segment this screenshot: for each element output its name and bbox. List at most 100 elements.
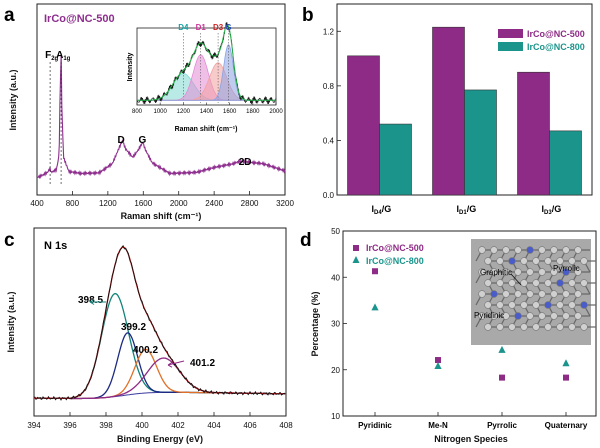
carbon-atom bbox=[502, 268, 510, 276]
carbon-atom bbox=[568, 279, 576, 287]
panel-d-letter: d bbox=[300, 230, 312, 251]
panel-d-ylabel: Percentage (%) bbox=[310, 291, 320, 356]
carbon-atom bbox=[544, 323, 552, 331]
peak-label-a: A1g bbox=[56, 50, 71, 62]
panel-d: d 10 20 30 40 50 Pyridinic Me-N Pyrrolic Quater… bbox=[300, 227, 597, 444]
point-500-me-n bbox=[435, 357, 441, 364]
peak-label-d: D bbox=[118, 135, 125, 146]
bar-d1-800 bbox=[464, 89, 497, 196]
panel-c-frame bbox=[33, 227, 287, 417]
legend-marker-500 bbox=[353, 245, 359, 251]
point-800-quaternary bbox=[562, 359, 570, 367]
carbon-atom bbox=[532, 257, 540, 265]
carbon-atom bbox=[562, 246, 570, 254]
carbon-atom bbox=[556, 301, 564, 309]
panel-d-xcategory: Me-N bbox=[428, 421, 448, 430]
carbon-atom bbox=[496, 279, 504, 287]
carbon-atom bbox=[538, 246, 546, 254]
panel-c-peak-label: 398.5 bbox=[78, 295, 103, 306]
inset-xtick-label: 1400 bbox=[200, 109, 214, 115]
panel-c-xtick-label: 400 bbox=[135, 421, 149, 430]
inset-raw-line bbox=[136, 22, 277, 105]
panel-a-xtick-label: 3200 bbox=[276, 199, 294, 208]
carbon-atom bbox=[508, 323, 516, 331]
legend-label-d-800: IrCo@NC-800 bbox=[366, 256, 424, 266]
panel-c-peak-400-2 bbox=[34, 348, 286, 400]
carbon-atom bbox=[526, 268, 534, 276]
carbon-atom bbox=[520, 257, 528, 265]
bar-d4-500 bbox=[347, 55, 380, 196]
panel-d-xcategory: Pyrrolic bbox=[487, 421, 517, 430]
carbon-atom bbox=[514, 268, 522, 276]
point-500-pyridinic bbox=[372, 268, 378, 275]
carbon-atom bbox=[478, 290, 486, 298]
panel-c-peak-label: 400.2 bbox=[133, 345, 158, 356]
inset-xtick-label: 2000 bbox=[269, 109, 283, 115]
carbon-atom bbox=[538, 290, 546, 298]
inset-label-g: G bbox=[225, 23, 231, 32]
carbon-atom bbox=[478, 312, 486, 320]
arrow-401-2 bbox=[167, 360, 185, 368]
carbon-atom bbox=[514, 290, 522, 298]
carbon-atom bbox=[496, 257, 504, 265]
carbon-atom bbox=[526, 312, 534, 320]
panel-a-xtick-label: 2800 bbox=[241, 199, 259, 208]
panel-c-xlabel: Binding Energy (eV) bbox=[117, 434, 203, 444]
point-800-pyridinic bbox=[371, 303, 379, 311]
graphitic-pointer bbox=[510, 273, 522, 286]
inset-fit-envelope bbox=[137, 24, 276, 101]
peak-label-2d: 2D bbox=[239, 157, 252, 168]
carbon-atom bbox=[478, 246, 486, 254]
nitrogen-atom bbox=[556, 279, 564, 287]
panel-b-ytick-label: 0.0 bbox=[323, 191, 335, 200]
panel-c-peak-label: 399.2 bbox=[121, 322, 146, 333]
nitrogen-atom bbox=[490, 290, 498, 298]
peak-label-f: F2g bbox=[45, 50, 58, 62]
carbon-atom bbox=[508, 301, 516, 309]
legend-label-800: IrCo@NC-800 bbox=[527, 42, 585, 52]
inset-label-d3: D3 bbox=[213, 23, 224, 32]
panel-a-xlabel: Raman shift (cm⁻¹) bbox=[121, 211, 202, 221]
legend-swatch-500 bbox=[498, 29, 523, 38]
point-800-pyrrolic bbox=[498, 345, 506, 353]
point-800-me-n bbox=[434, 362, 442, 370]
carbon-atom bbox=[574, 268, 582, 276]
structure-label-pyridinic: Pyridinic bbox=[474, 311, 504, 320]
inset-ylabel: Intensity bbox=[127, 53, 134, 82]
panel-d-ytick-label: 20 bbox=[331, 366, 340, 375]
carbon-atom bbox=[550, 246, 558, 254]
bar-d3-500 bbox=[517, 71, 550, 196]
peak-label-g: G bbox=[139, 135, 147, 146]
legend-swatch-800 bbox=[498, 42, 523, 51]
legend-label-d-500: IrCo@NC-500 bbox=[366, 243, 424, 253]
panel-a-spectrum-line bbox=[36, 53, 286, 180]
panel-d-ytick-label: 10 bbox=[331, 412, 340, 421]
panel-a: a IrCo@NC-500 400 800 1200 1600 2000 2400 2800… bbox=[4, 3, 294, 221]
bar-d1-500 bbox=[432, 26, 465, 196]
panel-b-ytick-label: 0.4 bbox=[323, 136, 335, 145]
panel-b-ytick-label: 1.2 bbox=[323, 27, 335, 36]
carbon-atom bbox=[496, 301, 504, 309]
nitrogen-atom bbox=[544, 301, 552, 309]
carbon-atom bbox=[568, 257, 576, 265]
panel-d-ytick-label: 50 bbox=[331, 227, 340, 236]
panel-c-fit-envelope bbox=[34, 246, 286, 399]
panel-a-ylabel: Intensity (a.u.) bbox=[8, 69, 18, 130]
bar-d4-800 bbox=[379, 123, 412, 196]
panel-d-xcategory: Quaternary bbox=[545, 421, 588, 430]
nitrogen-atom bbox=[508, 257, 516, 265]
panel-c-letter: c bbox=[4, 230, 15, 251]
inset-xtick-label: 1000 bbox=[153, 109, 167, 115]
carbon-atom bbox=[544, 257, 552, 265]
carbon-atom bbox=[520, 279, 528, 287]
panel-a-xtick-label: 2000 bbox=[170, 199, 188, 208]
panel-c-ylabel: Intensity (a.u.) bbox=[6, 291, 16, 352]
structure-label-pyrrolic: Pyrrolic bbox=[553, 264, 580, 273]
inset-xtick-label: 800 bbox=[132, 109, 143, 115]
carbon-atom bbox=[574, 246, 582, 254]
panel-a-frame bbox=[36, 3, 286, 196]
carbon-atom bbox=[574, 312, 582, 320]
panel-c-xtick-label: 406 bbox=[243, 421, 257, 430]
panel-b-xcategory: ID3/G bbox=[542, 204, 562, 216]
bar-d3-800 bbox=[549, 130, 582, 196]
